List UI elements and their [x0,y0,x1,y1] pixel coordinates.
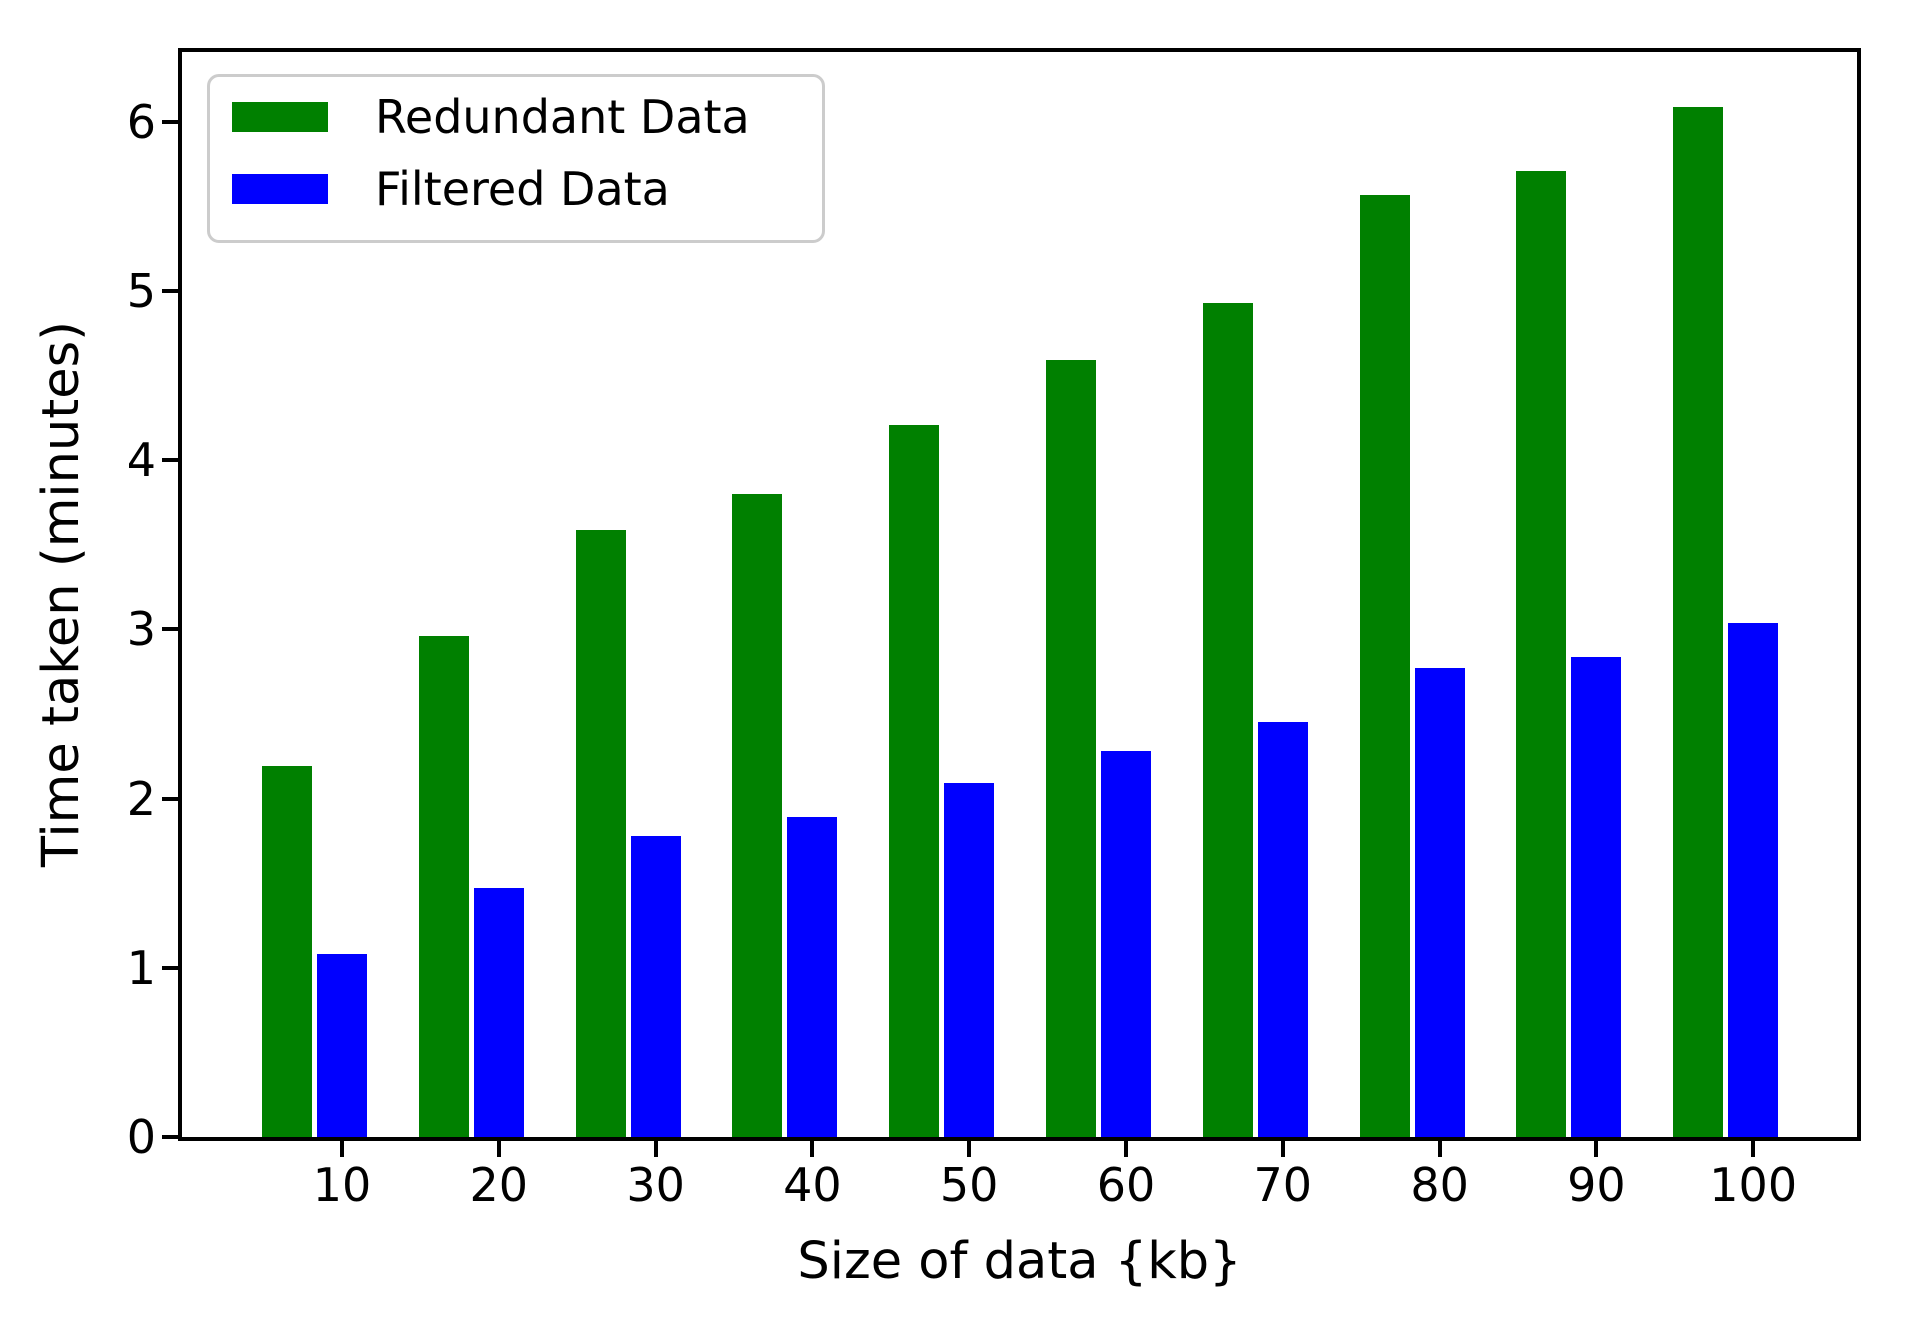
y-tick-mark-0 [162,1135,178,1139]
y-tick-mark-5 [162,289,178,294]
y-tick-label-2: 2 [126,771,156,826]
bar-filtered-data-80 [1414,668,1465,1137]
x-tick-label-20: 20 [469,1158,529,1212]
bar-filtered-data-30 [630,836,681,1137]
bar-redundant-data-50 [889,425,940,1137]
x-tick-mark-20 [496,1141,501,1157]
y-tick-label-3: 3 [126,602,156,657]
legend-label-filtered-data: Filtered Data [375,162,670,216]
bar-filtered-data-20 [473,888,524,1137]
bar-redundant-data-30 [575,530,626,1137]
legend-swatch-redundant-data [232,102,328,132]
bar-redundant-data-90 [1516,171,1567,1137]
plot-area: Redundant Data Filtered Data [162,48,1861,1157]
bar-redundant-data-80 [1359,195,1410,1137]
y-tick-mark-1 [162,965,178,970]
x-tick-mark-50 [967,1141,972,1157]
bar-filtered-data-50 [944,783,995,1137]
legend-row-redundant-data: Redundant Data [232,81,822,153]
bar-filtered-data-70 [1257,722,1308,1137]
x-tick-mark-100 [1751,1141,1756,1157]
legend: Redundant Data Filtered Data [207,74,825,243]
x-tick-mark-30 [653,1141,658,1157]
bar-filtered-data-10 [317,954,367,1137]
x-tick-label-80: 80 [1410,1158,1469,1212]
x-axis-label: Size of data {kb} [797,1232,1242,1291]
y-tick-label-6: 6 [126,94,156,149]
y-tick-mark-4 [162,458,178,463]
y-tick-label-1: 1 [126,940,156,995]
bar-filtered-data-100 [1728,623,1779,1137]
x-tick-label-50: 50 [939,1158,999,1212]
bar-redundant-data-40 [732,494,783,1137]
x-tick-label-90: 90 [1567,1158,1626,1212]
y-tick-label-0: 0 [126,1110,156,1164]
x-tick-label-60: 60 [1096,1158,1156,1212]
x-tick-label-10: 10 [312,1158,372,1212]
y-tick-mark-6 [162,119,178,124]
y-tick-label-4: 4 [126,433,156,488]
x-tick-mark-80 [1437,1141,1442,1157]
bar-filtered-data-90 [1571,657,1622,1137]
y-tick-mark-3 [162,627,178,632]
x-tick-label-100: 100 [1709,1158,1798,1212]
bar-redundant-data-20 [418,636,469,1137]
legend-label-redundant-data: Redundant Data [375,90,750,144]
legend-row-filtered-data: Filtered Data [232,153,822,225]
bar-redundant-data-60 [1046,360,1096,1137]
bar-filtered-data-40 [787,817,838,1137]
x-tick-label-40: 40 [783,1158,842,1212]
x-tick-mark-40 [810,1141,815,1157]
x-tick-mark-10 [340,1141,344,1157]
y-tick-label-5: 5 [126,264,156,319]
x-tick-mark-90 [1594,1141,1599,1157]
legend-swatch-filtered-data [232,174,328,204]
y-tick-mark-2 [162,796,178,801]
x-tick-label-30: 30 [626,1158,685,1212]
x-tick-mark-70 [1280,1141,1285,1157]
x-tick-mark-60 [1124,1141,1128,1157]
bar-redundant-data-70 [1202,303,1253,1137]
x-tick-label-70: 70 [1253,1158,1313,1212]
bar-redundant-data-100 [1673,107,1724,1137]
bar-redundant-data-10 [262,766,312,1137]
bar-filtered-data-60 [1101,751,1151,1137]
